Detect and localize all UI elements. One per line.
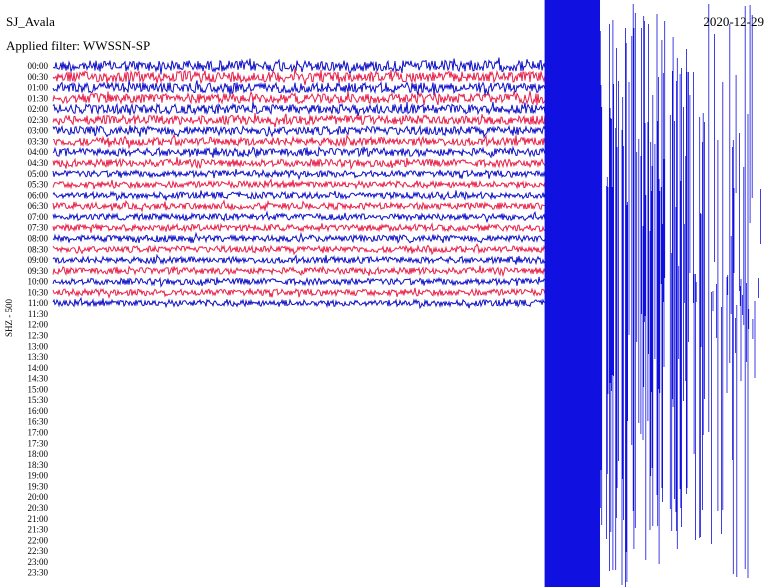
trace <box>52 210 546 224</box>
time-label: 21:00 <box>27 514 48 524</box>
time-label: 09:00 <box>27 255 48 265</box>
time-label: 20:00 <box>27 492 48 502</box>
time-label: 16:30 <box>27 417 48 427</box>
time-label: 15:00 <box>27 384 48 394</box>
time-label: 10:00 <box>27 277 48 287</box>
trace <box>52 178 546 190</box>
time-label: 19:00 <box>27 471 48 481</box>
trace <box>52 68 546 86</box>
trace <box>52 157 546 171</box>
time-label: 14:00 <box>27 363 48 373</box>
time-label: 16:00 <box>27 406 48 416</box>
channel-label: SHZ - 500 <box>4 299 14 337</box>
trace <box>52 199 545 213</box>
time-label: 17:00 <box>27 428 48 438</box>
trace <box>52 222 546 233</box>
time-label: 08:00 <box>27 233 48 243</box>
time-label: 11:00 <box>28 298 49 308</box>
time-label: 11:30 <box>28 309 49 319</box>
time-label: 05:30 <box>27 180 48 190</box>
trace <box>52 101 546 117</box>
time-label: 05:00 <box>27 169 48 179</box>
time-label: 00:30 <box>27 72 48 82</box>
time-label: 18:30 <box>27 460 48 470</box>
trace <box>52 133 546 150</box>
trace <box>52 287 546 300</box>
time-label: 19:30 <box>27 481 48 491</box>
time-label: 17:30 <box>27 438 48 448</box>
trace <box>52 124 546 139</box>
date: 2020-12-29 <box>703 14 764 29</box>
time-label: 23:30 <box>27 568 48 578</box>
trace <box>52 145 546 159</box>
trace <box>52 265 546 278</box>
trace <box>52 231 546 245</box>
station-name: SJ_Avala <box>6 14 55 29</box>
time-label: 06:00 <box>27 190 48 200</box>
time-label: 01:00 <box>27 83 48 93</box>
time-label: 20:30 <box>27 503 48 513</box>
time-label: 09:30 <box>27 266 48 276</box>
time-label: 21:30 <box>27 525 48 535</box>
time-label: 13:00 <box>27 341 48 351</box>
trace <box>52 296 545 310</box>
trace <box>52 253 546 266</box>
time-label: 00:00 <box>27 61 48 71</box>
trace <box>52 90 546 106</box>
trace <box>52 113 546 128</box>
time-label: 12:00 <box>27 320 48 330</box>
time-label: 01:30 <box>27 93 48 103</box>
time-label: 04:00 <box>27 147 48 157</box>
time-label: 12:30 <box>27 331 48 341</box>
trace <box>52 57 546 75</box>
trace <box>52 168 546 181</box>
trace <box>52 80 546 97</box>
time-label: 02:30 <box>27 115 48 125</box>
time-labels: 00:0000:3001:0001:3002:0002:3003:0003:30… <box>27 61 48 578</box>
time-label: 18:00 <box>27 449 48 459</box>
trace <box>52 276 546 288</box>
time-label: 23:00 <box>27 557 48 567</box>
time-label: 03:30 <box>27 136 48 146</box>
time-label: 06:30 <box>27 201 48 211</box>
traces <box>52 57 546 310</box>
time-label: 22:00 <box>27 535 48 545</box>
trace <box>52 190 546 202</box>
filter-label: Applied filter: WWSSN-SP <box>6 38 150 53</box>
time-label: 04:30 <box>27 158 48 168</box>
time-label: 10:30 <box>27 287 48 297</box>
time-label: 13:30 <box>27 352 48 362</box>
time-label: 15:30 <box>27 395 48 405</box>
time-label: 07:30 <box>27 223 48 233</box>
earthquake-signal <box>544 0 761 587</box>
time-label: 08:30 <box>27 244 48 254</box>
time-label: 07:00 <box>27 212 48 222</box>
trace <box>52 243 546 256</box>
time-label: 22:30 <box>27 546 48 556</box>
time-label: 14:30 <box>27 374 48 384</box>
quake-lines <box>544 0 761 587</box>
time-label: 02:00 <box>27 104 48 114</box>
time-label: 03:00 <box>27 126 48 136</box>
